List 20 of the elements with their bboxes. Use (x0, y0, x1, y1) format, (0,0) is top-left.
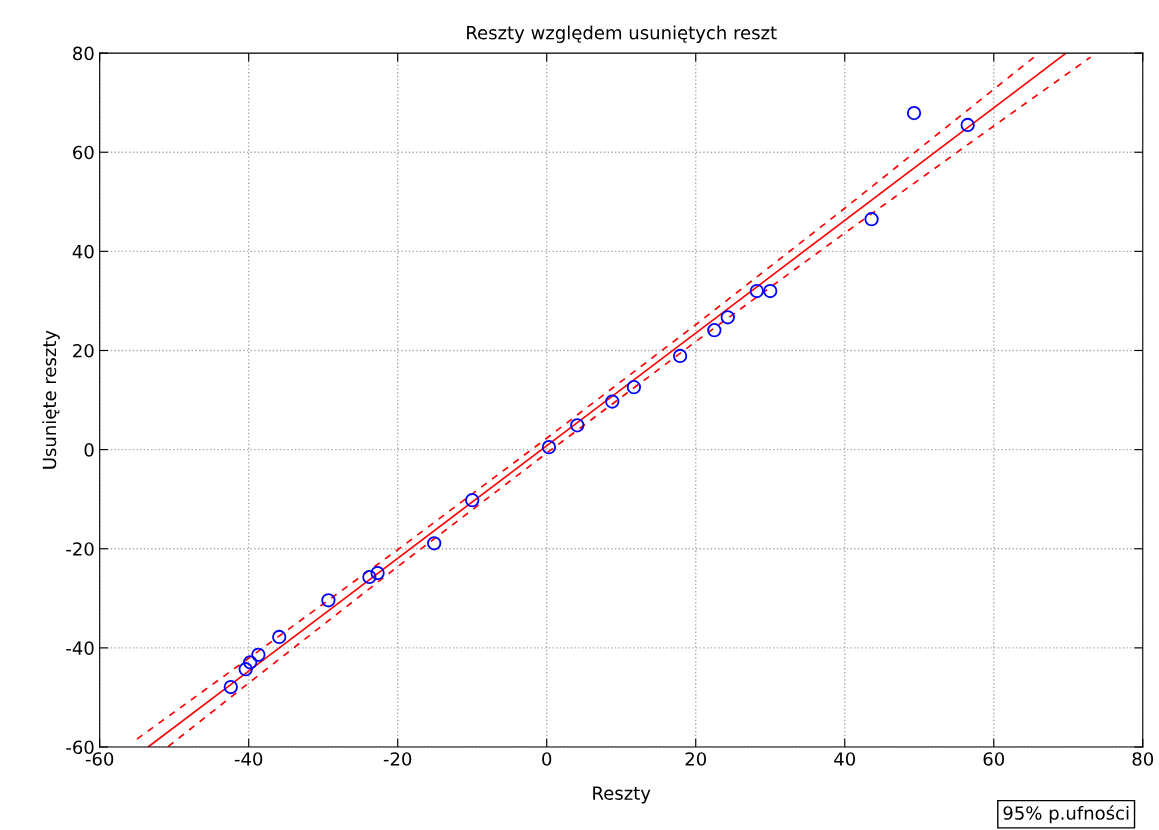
y-tick-label: 0 (84, 443, 94, 457)
x-tick-label: 0 (542, 752, 552, 766)
text: 95% p.ufności (1003, 805, 1129, 824)
x-tick-label: -60 (85, 752, 114, 766)
x-tick-label: 60 (983, 752, 1005, 766)
y-tick-label: -60 (66, 740, 94, 755)
chart-title: Reszty względem usuniętych reszt (467, 25, 777, 43)
x-axis-title: Reszty (593, 786, 651, 804)
y-tick-label: -40 (66, 641, 94, 655)
x-tick-label: -40 (234, 752, 263, 766)
y-tick-label: 80 (73, 46, 94, 61)
x-tick-label: -20 (383, 752, 412, 766)
y-axis-title: Usunięte reszty (42, 330, 60, 469)
x-tick-label: 40 (834, 752, 856, 766)
y-tick-label: 60 (73, 145, 94, 160)
y-tick-label: 20 (73, 343, 94, 358)
x-tick-label: 20 (685, 752, 707, 766)
x-tick-label: 80 (1132, 752, 1154, 766)
y-tick-label: 40 (72, 244, 94, 259)
y-tick-label: -20 (66, 542, 94, 556)
